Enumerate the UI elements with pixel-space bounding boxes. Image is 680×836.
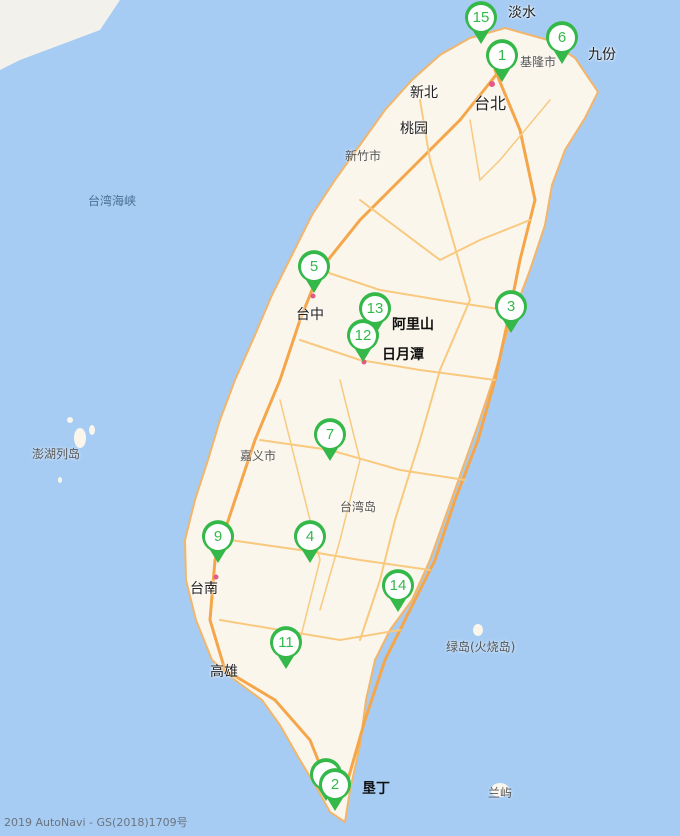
label-lüdao: 绿岛(火烧岛)	[446, 640, 516, 654]
map-marker-2[interactable]: 2	[317, 768, 353, 812]
map-pin-icon	[294, 520, 326, 563]
map-marker-9[interactable]: 9	[200, 520, 236, 564]
road-network	[208, 68, 551, 792]
marker-number: 12	[354, 327, 372, 344]
city-dots	[213, 81, 495, 580]
marker-number: 7	[325, 426, 335, 443]
label-jiufen: 九份	[588, 47, 616, 63]
marker-number: 5	[309, 258, 319, 275]
marker-number: 3	[506, 298, 516, 315]
marker-number: 14	[389, 577, 407, 594]
marker-number: 1	[497, 47, 507, 64]
label-taibei: 台北	[474, 94, 507, 113]
map-pin-icon	[314, 418, 346, 461]
map-marker-14[interactable]: 14	[380, 569, 416, 613]
label-xinzhu: 新竹市	[345, 149, 382, 163]
map-pin-icon	[202, 520, 234, 563]
marker-number: 11	[278, 634, 294, 651]
map-pin-icon	[495, 290, 527, 333]
map-copyright: 2019 AutoNavi - GS(2018)1709号	[4, 816, 188, 829]
lanyu-island	[491, 783, 509, 797]
label-lanyu: 兰屿	[488, 786, 513, 800]
map-pin-icon	[546, 21, 578, 64]
label-tainan: 台南	[190, 581, 218, 597]
map-pin-icon	[382, 569, 414, 612]
taiwan-island-shape	[183, 26, 600, 824]
map-marker-11[interactable]: 11	[268, 626, 304, 670]
label-taiwan-island: 台湾岛	[340, 500, 377, 514]
map-marker-13[interactable]: 13	[357, 292, 393, 336]
marker-number: 6	[557, 29, 567, 46]
penghu-islands	[58, 417, 95, 483]
map-marker-6[interactable]: 6	[544, 21, 580, 65]
marker-number: 2	[330, 776, 340, 793]
map-pin-icon	[465, 1, 497, 44]
label-taoyuan: 桃园	[400, 121, 428, 137]
label-gaoxiong: 高雄	[210, 664, 238, 680]
label-alishan: 阿里山	[392, 317, 434, 333]
label-jiayi: 嘉义市	[240, 449, 277, 463]
marker-number: 4	[305, 528, 315, 545]
map-marker-15[interactable]: 15	[463, 1, 499, 45]
green-island	[473, 624, 483, 636]
map-pin-icon	[347, 319, 379, 362]
map-marker-7[interactable]: 7	[312, 418, 348, 462]
label-riyuetan: 日月潭	[382, 347, 424, 363]
map-marker-12[interactable]: 12	[345, 319, 381, 363]
map-marker-3[interactable]: 3	[493, 290, 529, 334]
marker-number: 13	[366, 300, 384, 317]
label-taizhong: 台中	[296, 307, 324, 323]
label-jilong: 基隆市	[520, 55, 557, 69]
map-pin-icon	[298, 250, 330, 293]
map-pin-icon	[359, 292, 391, 335]
map-marker-5[interactable]: 5	[296, 250, 332, 294]
map-marker-1[interactable]: 1	[484, 39, 520, 83]
label-penghu: 澎湖列岛	[32, 447, 81, 461]
map-pin-icon	[270, 626, 302, 669]
marker-number: 9	[213, 528, 223, 545]
map-pin-icon	[486, 39, 518, 82]
map-marker-4[interactable]: 4	[292, 520, 328, 564]
mainland-coast	[0, 0, 120, 70]
label-taiwan-strait: 台湾海峡	[88, 194, 137, 208]
marker-number: 15	[472, 9, 490, 26]
map-pin-icon	[319, 768, 351, 811]
label-kenting: 垦丁	[362, 781, 390, 797]
label-danshui: 淡水	[508, 5, 536, 21]
label-xinbei: 新北	[410, 85, 438, 101]
